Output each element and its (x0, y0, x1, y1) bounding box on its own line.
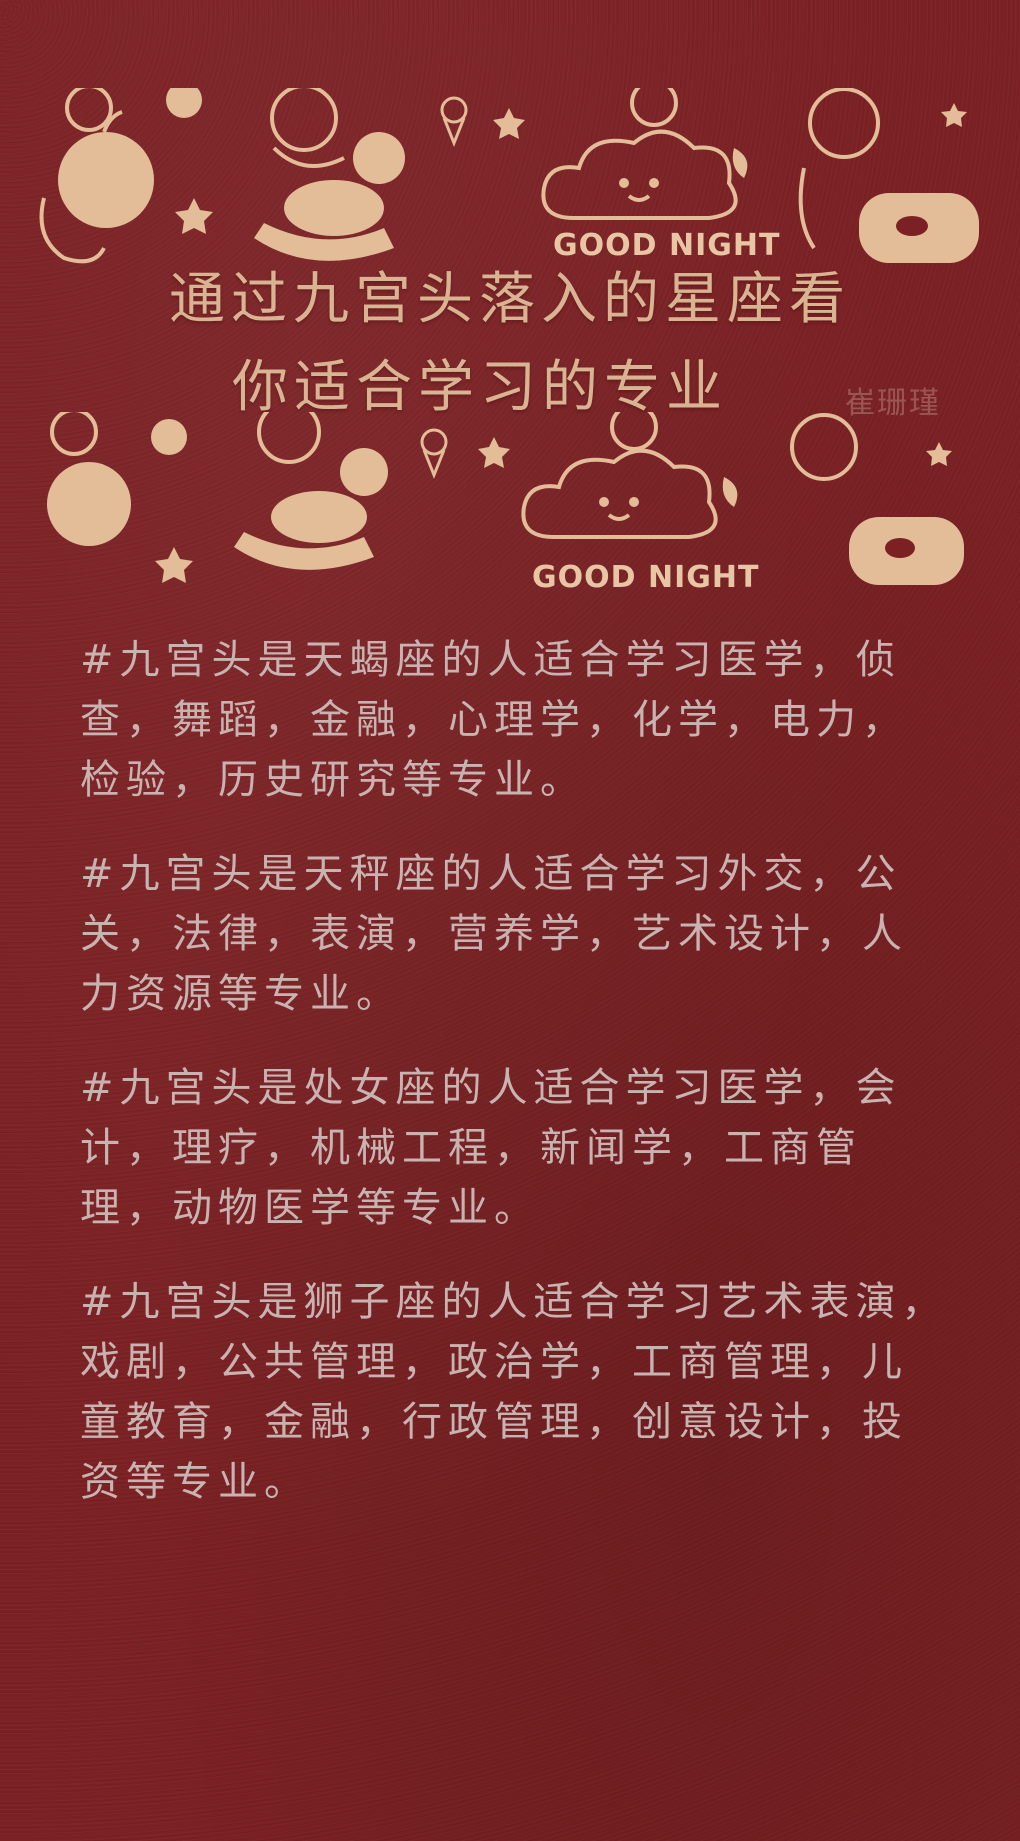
paragraph-scorpio: #九宫头是天蝎座的人适合学习医学，侦查，舞蹈，金融，心理学，化学，电力，检验，历… (80, 637, 908, 803)
ice-cream-icon (420, 428, 448, 480)
good-night-label-bottom: GOOD NIGHT (532, 560, 760, 595)
doodle-band-top (34, 88, 1004, 268)
paragraph-virgo: #九宫头是处女座的人适合学习医学，会计，理疗，机械工程，新闻学，工商管理，动物医… (80, 1065, 902, 1231)
cloud-icon (521, 412, 718, 539)
paragraph-leo: #九宫头是狮子座的人适合学习艺术表演，戏剧，公共管理，政治学，工商管理，儿童教育… (80, 1279, 948, 1505)
leaf-icon (722, 477, 738, 507)
star-icon (175, 198, 213, 234)
small-apple-icon (166, 88, 202, 118)
bear-fishbowl-icon (798, 88, 979, 263)
title-line-1: 通过九宫头落入的星座看 (169, 267, 851, 332)
star-icon (941, 103, 967, 127)
rocking-bear-icon (254, 88, 405, 261)
paragraph-libra: #九宫头是天秤座的人适合学习外交，公关，法律，表演，营养学，艺术设计，人力资源等… (80, 851, 908, 1017)
star-icon (926, 442, 952, 466)
title-line-2: 你适合学习的专业 (232, 355, 728, 420)
small-apple-icon (151, 419, 187, 455)
apple-icon (47, 462, 131, 546)
bear-icon (39, 88, 113, 264)
watermark: 崔珊瑾 (845, 386, 941, 421)
good-night-label-top: GOOD NIGHT (553, 228, 781, 263)
star-icon (493, 108, 525, 139)
leaf-icon (732, 148, 748, 178)
ice-cream-icon (440, 96, 468, 148)
cloud-icon (541, 88, 738, 220)
doodle-band-bottom (34, 412, 1004, 592)
rocking-bear-icon (234, 412, 388, 570)
bear-fishbowl-icon (790, 413, 964, 585)
bear-icon (50, 412, 98, 456)
star-icon (478, 437, 510, 468)
content-body: #九宫头是天蝎座的人适合学习医学，侦查，舞蹈，金融，心理学，化学，电力，检验，历… (80, 630, 950, 1546)
star-icon (155, 547, 193, 583)
apple-icon (58, 110, 154, 228)
